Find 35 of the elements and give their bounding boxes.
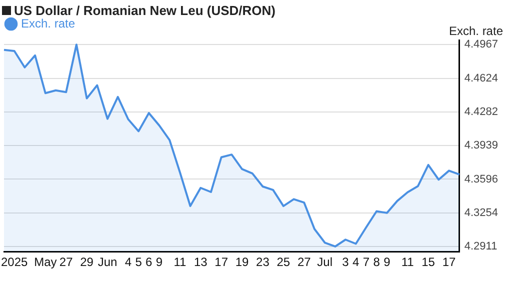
- y-tick-label: 4.2911: [464, 240, 498, 253]
- y-tick-label: 4.3939: [464, 140, 498, 152]
- x-tick-label: 9: [384, 255, 391, 270]
- x-tick-label: 4: [124, 255, 132, 270]
- y-axis-title: Exch. rate: [448, 24, 503, 38]
- y-tick-label: 4.3596: [464, 173, 498, 186]
- y-tick-label: 4.3254: [464, 206, 498, 219]
- x-tick-label: 3: [342, 255, 350, 270]
- x-tick-label: 11: [174, 255, 186, 270]
- x-tick-label: 7: [362, 255, 370, 270]
- y-tick-label: 4.4282: [464, 106, 498, 118]
- x-tick-label: 8: [373, 255, 380, 270]
- x-tick-label: 19: [235, 255, 250, 270]
- x-tick-label: 5: [135, 255, 142, 270]
- x-tick-label: 27: [59, 255, 74, 270]
- chart-title: US Dollar / Romanian New Leu (USD/RON): [14, 3, 276, 18]
- x-tick-label: 17: [214, 255, 228, 270]
- y-tick-label: 4.4624: [464, 72, 498, 84]
- x-tick-label: 17: [442, 255, 456, 270]
- legend-label: Exch. rate: [21, 16, 76, 30]
- x-tick-label: 29: [80, 255, 94, 270]
- x-tick-label: 27: [297, 255, 312, 270]
- x-tick-label: 9: [156, 255, 163, 270]
- x-tick-label: Jun: [98, 255, 118, 270]
- x-tick-label: Jul: [317, 255, 332, 270]
- x-tick-label: 15: [422, 255, 436, 270]
- x-tick-label: 11: [401, 255, 414, 270]
- y-tick-label: 4.4967: [464, 38, 498, 51]
- x-tick-label: 13: [194, 255, 208, 270]
- x-tick-label: 4: [352, 255, 360, 270]
- x-tick-label: 2025: [0, 255, 28, 270]
- x-tick-label: 23: [256, 255, 270, 270]
- x-tick-label: 25: [276, 255, 290, 270]
- x-tick-label: May: [34, 255, 57, 270]
- x-tick-label: 6: [146, 255, 153, 270]
